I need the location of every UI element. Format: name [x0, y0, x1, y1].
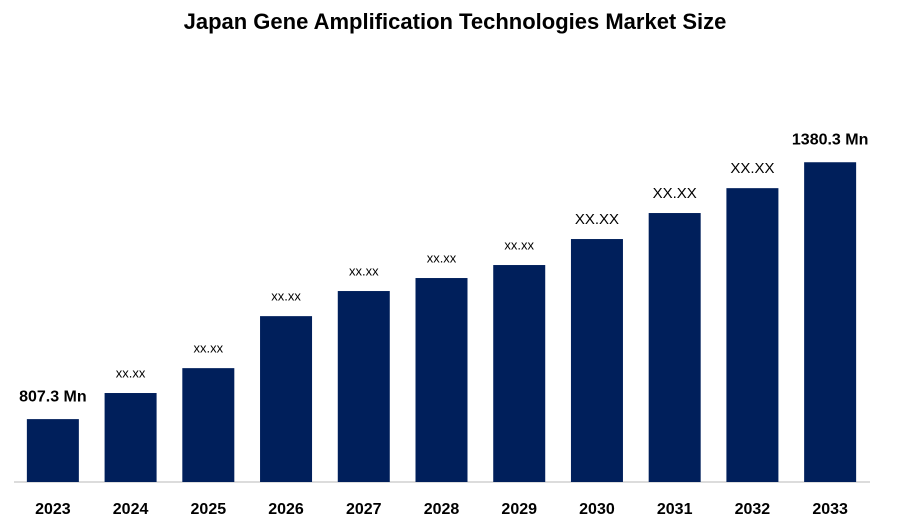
- x-tick-label: 2030: [579, 501, 615, 518]
- x-tick-label: 2032: [735, 501, 771, 518]
- x-tick-label: 2028: [424, 501, 460, 518]
- x-tick-label: 2029: [501, 501, 537, 518]
- bar: [726, 188, 779, 483]
- data-label: xx.xx: [271, 289, 301, 304]
- bar: [260, 316, 313, 482]
- bar: [415, 278, 468, 482]
- data-label: xx.xx: [427, 250, 457, 265]
- x-tick-label: 2031: [657, 501, 693, 518]
- data-label: xx.xx: [194, 341, 224, 356]
- data-label: xx.xx: [349, 263, 379, 278]
- bar: [493, 265, 546, 482]
- bar: [182, 368, 235, 482]
- bar: [337, 291, 390, 482]
- x-tick-label: 2023: [35, 501, 71, 518]
- data-label: xx.xx: [504, 237, 534, 252]
- data-label: XX.XX: [575, 211, 619, 228]
- x-tick-label: 2025: [191, 501, 227, 518]
- x-tick-label: 2026: [268, 501, 304, 518]
- x-tick-label: 2027: [346, 501, 382, 518]
- data-label: XX.XX: [653, 185, 697, 202]
- x-tick-label: 2024: [113, 501, 149, 518]
- bar: [104, 393, 157, 482]
- x-tick-label: 2033: [812, 501, 848, 518]
- data-label: xx.xx: [116, 365, 146, 380]
- bar: [26, 419, 79, 482]
- bar: [804, 162, 857, 483]
- bar: [648, 213, 701, 482]
- data-label: XX.XX: [730, 160, 774, 177]
- data-label: 1380.3 Mn: [792, 131, 868, 148]
- data-label: 807.3 Mn: [19, 388, 87, 405]
- chart-title: Japan Gene Amplification Technologies Ma…: [184, 9, 727, 34]
- bar: [570, 239, 623, 482]
